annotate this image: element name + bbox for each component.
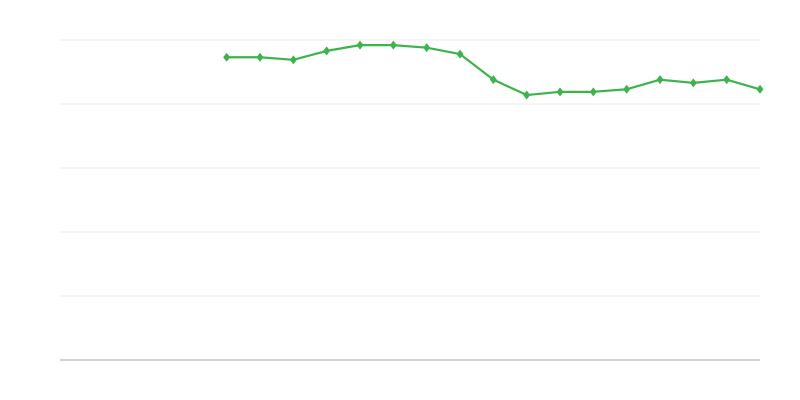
series-line: [226, 44, 761, 97]
data-point[interactable]: [589, 87, 597, 97]
data-point[interactable]: [356, 40, 364, 50]
data-point[interactable]: [223, 52, 231, 62]
data-point[interactable]: [289, 55, 297, 65]
data-point[interactable]: [756, 84, 764, 94]
data-point[interactable]: [723, 75, 731, 85]
data-point[interactable]: [656, 75, 664, 85]
data-point[interactable]: [489, 75, 497, 85]
data-point[interactable]: [423, 43, 431, 53]
gridlines: [60, 39, 760, 297]
data-point[interactable]: [556, 87, 564, 97]
data-point[interactable]: [689, 78, 697, 88]
data-point[interactable]: [523, 90, 531, 100]
data-point[interactable]: [623, 84, 631, 94]
data-point[interactable]: [323, 46, 331, 56]
data-point[interactable]: [456, 49, 464, 59]
data-point[interactable]: [389, 40, 397, 50]
series-group: [223, 40, 764, 100]
data-point[interactable]: [256, 52, 264, 62]
